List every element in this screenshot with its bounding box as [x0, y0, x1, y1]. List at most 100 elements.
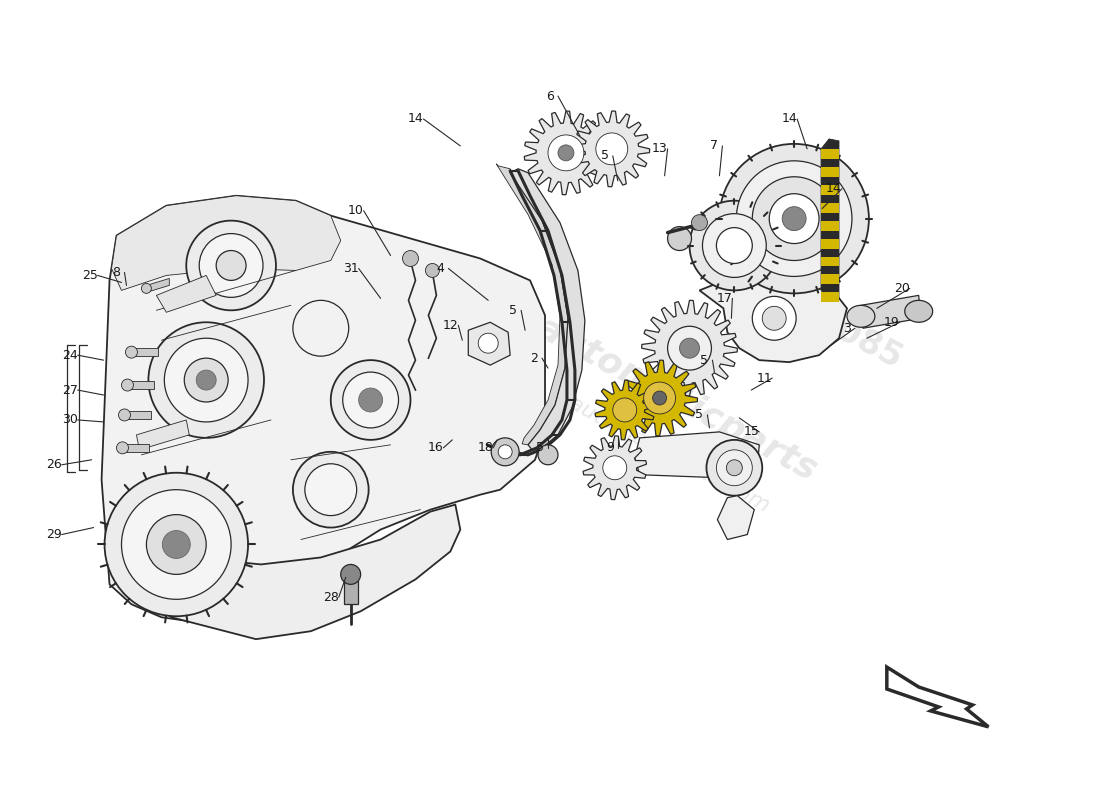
- Circle shape: [752, 177, 836, 261]
- Polygon shape: [525, 111, 607, 194]
- Circle shape: [119, 409, 131, 421]
- Circle shape: [305, 464, 356, 515]
- Circle shape: [719, 144, 869, 294]
- Polygon shape: [821, 221, 839, 230]
- Text: 2: 2: [530, 352, 538, 365]
- Text: 14: 14: [781, 113, 798, 126]
- Ellipse shape: [905, 300, 933, 322]
- Circle shape: [341, 565, 361, 584]
- Text: 18: 18: [477, 442, 493, 454]
- Polygon shape: [821, 202, 839, 213]
- Text: 13: 13: [651, 142, 668, 155]
- Circle shape: [343, 372, 398, 428]
- Text: a automaticparts.com: a automaticparts.com: [547, 383, 772, 516]
- Text: 27: 27: [62, 383, 78, 397]
- Circle shape: [716, 450, 752, 486]
- Circle shape: [125, 346, 138, 358]
- Polygon shape: [821, 238, 839, 249]
- Circle shape: [196, 370, 217, 390]
- Polygon shape: [700, 278, 847, 362]
- Circle shape: [163, 530, 190, 558]
- Circle shape: [331, 360, 410, 440]
- Text: 24: 24: [62, 349, 77, 362]
- Text: 25: 25: [81, 269, 98, 282]
- Polygon shape: [821, 149, 839, 159]
- Circle shape: [644, 382, 675, 414]
- Circle shape: [596, 133, 628, 165]
- Circle shape: [752, 296, 796, 340]
- Circle shape: [762, 306, 786, 330]
- Text: 1085: 1085: [811, 304, 907, 377]
- Circle shape: [478, 334, 498, 353]
- Circle shape: [652, 391, 667, 405]
- Text: 11: 11: [757, 371, 772, 385]
- Text: e-automaticparts: e-automaticparts: [496, 293, 823, 487]
- Text: 5: 5: [601, 150, 608, 162]
- Circle shape: [769, 194, 820, 243]
- Text: 14: 14: [408, 113, 424, 126]
- Polygon shape: [124, 411, 152, 419]
- Circle shape: [104, 473, 249, 616]
- Text: 14: 14: [826, 182, 842, 195]
- Text: 5: 5: [536, 442, 544, 454]
- Text: 29: 29: [46, 528, 62, 541]
- Circle shape: [121, 490, 231, 599]
- Polygon shape: [136, 420, 189, 450]
- Polygon shape: [146, 278, 169, 292]
- Circle shape: [736, 161, 851, 277]
- Text: 16: 16: [428, 442, 443, 454]
- Polygon shape: [574, 111, 650, 186]
- Circle shape: [498, 445, 513, 458]
- Circle shape: [668, 326, 712, 370]
- Text: 9: 9: [606, 442, 614, 454]
- Polygon shape: [821, 257, 839, 266]
- Text: 8: 8: [112, 266, 121, 279]
- Polygon shape: [821, 139, 839, 300]
- Circle shape: [603, 456, 627, 480]
- Text: 26: 26: [46, 458, 62, 471]
- Text: 7: 7: [711, 139, 718, 152]
- Circle shape: [121, 379, 133, 391]
- Text: 5: 5: [701, 354, 708, 366]
- Circle shape: [703, 214, 767, 278]
- Text: 3: 3: [843, 322, 851, 334]
- Circle shape: [690, 201, 779, 290]
- Polygon shape: [821, 274, 839, 285]
- Text: 17: 17: [716, 292, 733, 305]
- Circle shape: [706, 440, 762, 496]
- Circle shape: [403, 250, 418, 266]
- Text: 4: 4: [437, 262, 444, 275]
- Polygon shape: [156, 275, 217, 312]
- Polygon shape: [821, 185, 839, 194]
- Polygon shape: [122, 444, 150, 452]
- Polygon shape: [128, 381, 154, 389]
- Circle shape: [726, 460, 742, 476]
- Circle shape: [538, 445, 558, 465]
- Circle shape: [426, 263, 439, 278]
- Ellipse shape: [847, 306, 874, 327]
- Text: 5: 5: [509, 304, 517, 317]
- Circle shape: [680, 338, 700, 358]
- Circle shape: [613, 398, 637, 422]
- Polygon shape: [861, 295, 921, 328]
- Circle shape: [185, 358, 228, 402]
- Polygon shape: [641, 300, 737, 396]
- Text: 6: 6: [546, 90, 554, 102]
- Text: 30: 30: [62, 414, 78, 426]
- Polygon shape: [717, 496, 755, 539]
- Text: 20: 20: [894, 282, 910, 295]
- Circle shape: [359, 388, 383, 412]
- Text: 31: 31: [343, 262, 359, 275]
- Circle shape: [692, 214, 707, 230]
- Polygon shape: [113, 505, 460, 639]
- Circle shape: [164, 338, 249, 422]
- Circle shape: [492, 438, 519, 466]
- Polygon shape: [343, 579, 358, 604]
- Polygon shape: [821, 292, 839, 302]
- Text: 15: 15: [744, 426, 759, 438]
- Text: 5: 5: [695, 409, 704, 422]
- Polygon shape: [111, 196, 341, 290]
- Polygon shape: [887, 667, 989, 727]
- Text: 28: 28: [322, 591, 339, 604]
- Polygon shape: [635, 432, 759, 478]
